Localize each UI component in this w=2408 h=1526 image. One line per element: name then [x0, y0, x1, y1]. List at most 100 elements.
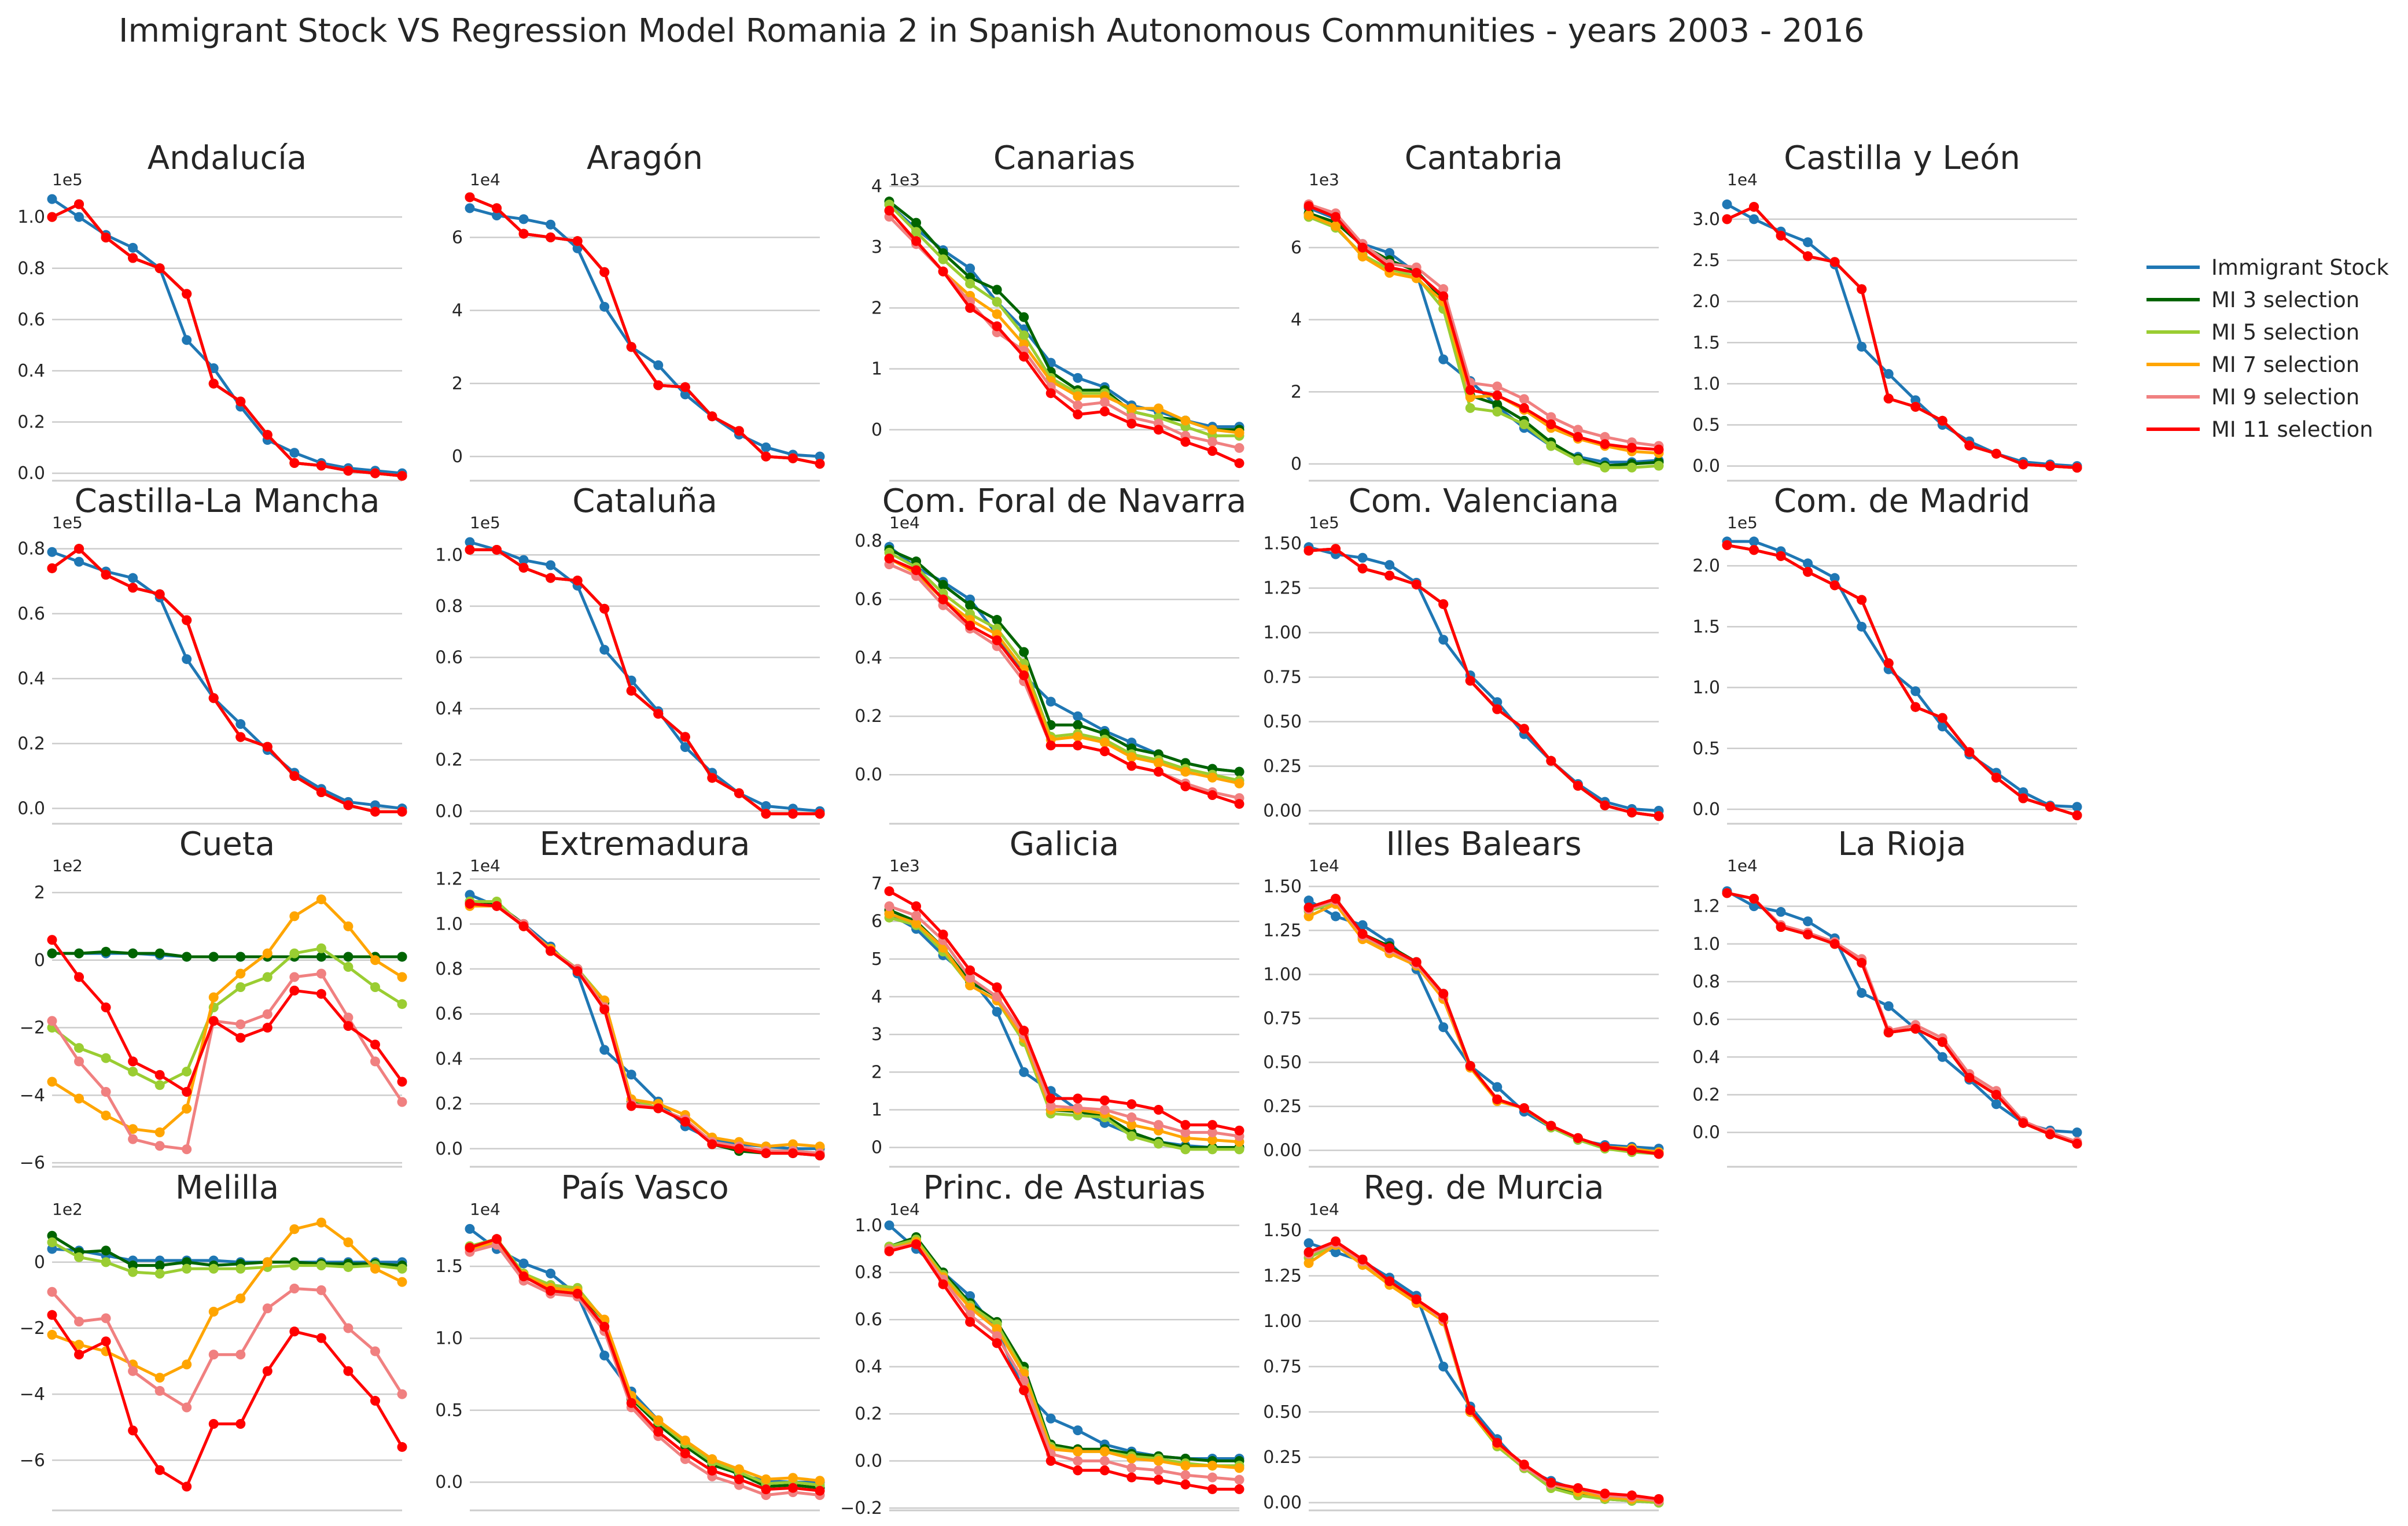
data-point-mi-11-selection: [208, 1016, 219, 1026]
y-tick-label: 1.0: [435, 914, 463, 934]
panel-title: Princ. de Asturias: [923, 1169, 1205, 1207]
data-point-mi-11-selection: [1492, 1437, 1503, 1448]
data-point-mi-5-selection: [1626, 462, 1637, 473]
data-point-mi-11-selection: [572, 576, 583, 586]
data-point-mi-7-selection: [47, 1077, 57, 1087]
data-point-mi-11-selection: [1304, 545, 1314, 556]
series-line-mi-3-selection: [51, 547, 402, 813]
y-tick-label: 0.4: [17, 361, 45, 381]
panel-title: Reg. de Murcia: [1363, 1169, 1604, 1207]
series-line-mi-11-selection: [51, 202, 403, 478]
data-point-mi-11-selection: [1883, 393, 1894, 404]
legend-label: MI 5 selection: [2211, 320, 2359, 345]
y-tick-label: 1.0: [435, 1328, 463, 1348]
data-point-mi-11-selection: [74, 972, 84, 982]
y-tick-label: 0.50: [1263, 1053, 1302, 1073]
data-point-mi-11-selection: [1099, 1095, 1110, 1105]
data-point-mi-3-selection: [938, 580, 948, 590]
data-point-mi-11-selection: [1385, 943, 1395, 953]
data-point-immigrant-stock: [1991, 1099, 2001, 1110]
data-point-mi-11-selection: [1099, 406, 1110, 416]
panel-andalucia: 0.0 0.2 0.4 0.6 0.8 1.0 1e5 Andalucía: [17, 139, 407, 484]
legend: Immigrant Stock MI 3 selection MI 5 select…: [2146, 255, 2389, 442]
data-point-mi-11-selection: [1857, 957, 1867, 968]
data-point-mi-7-selection: [1153, 1456, 1164, 1466]
data-point-mi-11-selection: [2072, 1138, 2082, 1149]
series-line-mi-5-selection: [51, 547, 402, 813]
data-point-mi-11-selection: [707, 1465, 717, 1476]
data-point-mi-11-selection: [1304, 1247, 1314, 1258]
series-line-immigrant-stock: [1308, 545, 1659, 812]
y-tick-label: 0: [452, 447, 463, 467]
data-point-mi-11-selection: [1654, 1149, 1664, 1159]
data-point-mi-5-selection: [1546, 441, 1556, 451]
data-point-mi-11-selection: [1357, 563, 1368, 574]
data-point-mi-11-selection: [1234, 458, 1244, 469]
data-point-mi-9-selection: [74, 1056, 84, 1067]
data-point-mi-11-selection: [1045, 1456, 1056, 1466]
data-point-mi-9-selection: [262, 1009, 273, 1019]
data-point-mi-11-selection: [1722, 888, 1732, 898]
series-line-mi-9-selection: [470, 548, 820, 816]
series-line-mi-11-selection: [888, 209, 1240, 465]
data-point-mi-11-selection: [465, 1243, 475, 1253]
y-offset-label: 1e4: [889, 513, 920, 532]
data-point-mi-5-selection: [47, 1237, 57, 1248]
data-point-mi-9-selection: [74, 1317, 84, 1327]
data-point-mi-11-selection: [1937, 415, 1947, 426]
y-tick-label: 0.6: [435, 1004, 463, 1024]
data-point-mi-11-selection: [992, 321, 1002, 331]
data-point-mi-9-selection: [343, 1323, 354, 1333]
data-point-mi-11-selection: [1019, 670, 1029, 680]
data-point-mi-11-selection: [1126, 1472, 1137, 1483]
y-tick-label: 0.2: [435, 750, 463, 771]
data-point-mi-11-selection: [707, 1139, 717, 1149]
y-tick-label: 1.00: [1263, 623, 1302, 643]
data-point-immigrant-stock: [1438, 1361, 1449, 1372]
data-point-mi-9-selection: [1207, 1472, 1217, 1483]
series-line-mi-7-selection: [51, 202, 403, 478]
y-tick-label: 1: [871, 1100, 882, 1120]
data-point-immigrant-stock: [1803, 558, 1813, 569]
data-point-mi-5-selection: [262, 972, 273, 982]
data-point-mi-7-selection: [343, 1237, 354, 1248]
data-point-mi-7-selection: [1153, 758, 1164, 768]
legend-item-immigrant-stock: Immigrant Stock: [2146, 255, 2389, 280]
data-point-mi-11-selection: [1126, 1099, 1137, 1110]
y-tick-label: 2: [1291, 382, 1302, 402]
y-tick-label: 0.8: [17, 539, 45, 559]
panel-galicia: 0 1 2 3 4 5 6 7 1e3 Galicia: [871, 825, 1244, 1168]
data-point-mi-11-selection: [1776, 551, 1786, 561]
data-point-mi-5-selection: [101, 1257, 111, 1267]
data-point-mi-5-selection: [316, 1260, 326, 1271]
data-point-immigrant-stock: [128, 573, 138, 583]
data-point-mi-11-selection: [1207, 1484, 1217, 1494]
data-point-mi-11-selection: [680, 1448, 690, 1458]
data-point-immigrant-stock: [1019, 1067, 1029, 1077]
data-point-immigrant-stock: [1910, 686, 1921, 696]
y-tick-label: 1.2: [435, 869, 463, 890]
legend-item-mi-7-selection: MI 7 selection: [2146, 352, 2359, 377]
data-point-mi-5-selection: [1126, 1131, 1137, 1141]
data-point-mi-11-selection: [734, 426, 744, 436]
data-point-mi-11-selection: [911, 565, 922, 576]
data-point-mi-5-selection: [397, 1263, 407, 1274]
y-tick-label: 0.8: [435, 959, 463, 979]
y-tick-label: 0.0: [435, 801, 463, 821]
data-point-mi-7-selection: [262, 948, 273, 959]
data-point-mi-11-selection: [154, 1070, 165, 1080]
data-point-mi-11-selection: [965, 1317, 975, 1327]
data-point-mi-11-selection: [787, 1483, 798, 1493]
data-point-mi-5-selection: [965, 278, 975, 289]
data-point-mi-11-selection: [343, 1366, 354, 1376]
data-point-mi-7-selection: [101, 1110, 111, 1120]
data-point-mi-11-selection: [1331, 894, 1341, 904]
y-tick-label: 1.0: [17, 207, 45, 227]
data-point-mi-9-selection: [1180, 1470, 1191, 1480]
y-tick-label: 0.75: [1263, 668, 1302, 688]
data-point-immigrant-stock: [1803, 237, 1813, 248]
y-tick-label: 0: [871, 420, 882, 440]
data-point-mi-11-selection: [599, 267, 610, 277]
data-point-mi-11-selection: [1883, 1027, 1894, 1038]
data-point-mi-11-selection: [289, 458, 300, 468]
